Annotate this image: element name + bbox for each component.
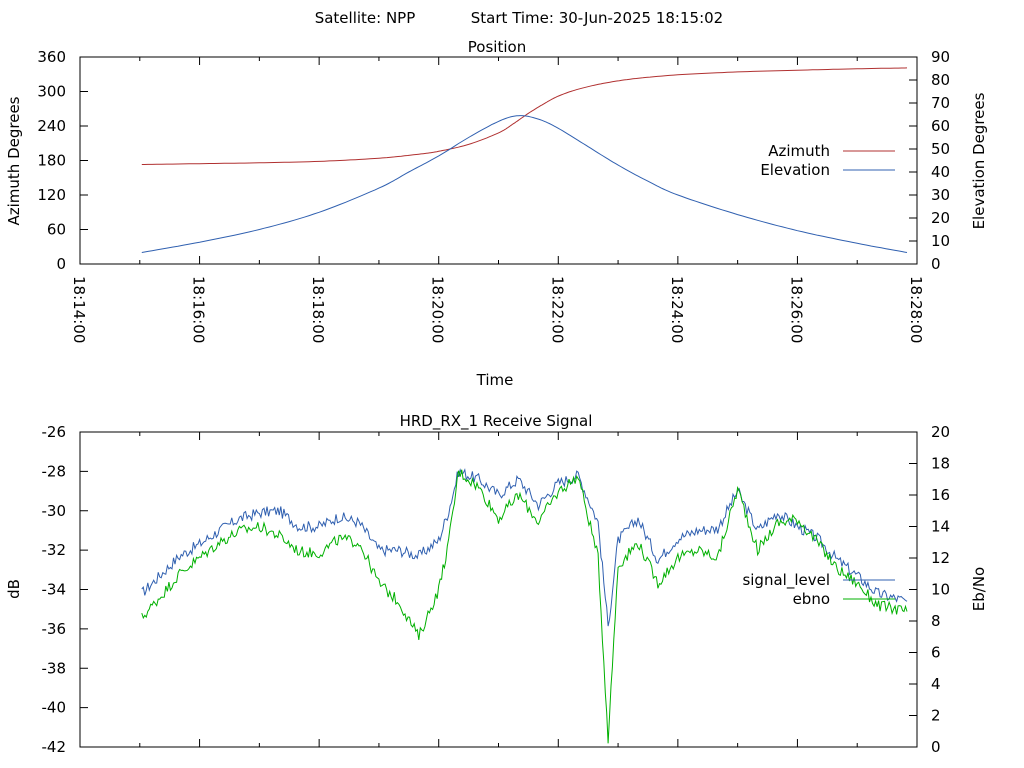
position-y-tick-label: 120 xyxy=(37,186,66,204)
satellite-label: Satellite: NPP xyxy=(315,9,416,27)
position-y2-tick-label: 70 xyxy=(931,94,950,112)
position-x-tick-label: 18:18:00 xyxy=(309,276,327,343)
position-y-tick-label: 180 xyxy=(37,152,66,170)
position-y2-label: Elevation Degrees xyxy=(970,92,988,229)
position-x-tick-label: 18:22:00 xyxy=(548,276,566,343)
position-y2-tick-label: 60 xyxy=(931,117,950,135)
signal-y-tick-label: -42 xyxy=(42,738,67,756)
signal-y2-tick-label: 12 xyxy=(931,549,950,567)
legend-label-ebno: ebno xyxy=(793,590,830,608)
signal-y2-tick-label: 4 xyxy=(931,675,941,693)
position-x-tick-label: 18:28:00 xyxy=(907,276,925,343)
position-series-azimuth xyxy=(141,67,908,165)
signal-y-tick-label: -26 xyxy=(42,423,67,441)
position-y2-tick-label: 10 xyxy=(931,232,950,250)
signal-y2-tick-label: 8 xyxy=(931,612,941,630)
signal-y2-label: Eb/No xyxy=(970,567,988,611)
signal-y-tick-label: -36 xyxy=(42,620,67,638)
position-y-tick-label: 360 xyxy=(37,48,66,66)
signal-y2-tick-label: 6 xyxy=(931,644,941,662)
signal-series-ebno xyxy=(141,469,908,744)
position-axes: 18:14:00 18:16:00 18:18:00 18:20:00 18:22:00… xyxy=(37,48,950,343)
signal-chart-title: HRD_RX_1 Receive Signal xyxy=(400,412,593,431)
legend-label-elevation: Elevation xyxy=(760,161,830,179)
start-time-label: Start Time: 30-Jun-2025 18:15:02 xyxy=(471,9,723,27)
position-x-tick-label: 18:16:00 xyxy=(190,276,208,343)
signal-y-tick-label: -32 xyxy=(42,541,67,559)
position-y-tick-label: 240 xyxy=(37,117,66,135)
signal-y-tick-label: -38 xyxy=(42,659,67,677)
signal-y2-tick-label: 20 xyxy=(931,423,950,441)
signal-y2-tick-label: 14 xyxy=(931,518,950,536)
signal-legend: signal_level ebno xyxy=(742,571,895,608)
signal-y-tick-label: -30 xyxy=(42,502,67,520)
signal-y2-tick-label: 18 xyxy=(931,455,950,473)
position-chart: Position 18:14:00 18:16:00 18:18:00 18:20:0… xyxy=(5,38,988,389)
position-y-label: Azimuth Degrees xyxy=(5,96,23,225)
position-y2-tick-label: 0 xyxy=(931,255,941,273)
position-y2-tick-label: 40 xyxy=(931,163,950,181)
position-x-label: Time xyxy=(476,371,514,389)
signal-plot-frame xyxy=(79,431,918,748)
position-y-tick-label: 60 xyxy=(47,221,66,239)
position-legend: Azimuth Elevation xyxy=(760,142,895,179)
position-series xyxy=(141,67,908,253)
position-y2-tick-label: 90 xyxy=(931,48,950,66)
signal-y2-tick-label: 10 xyxy=(931,581,950,599)
signal-series xyxy=(141,468,908,744)
signal-y-tick-label: -40 xyxy=(42,699,67,717)
signal-y-label: dB xyxy=(5,579,23,599)
position-y2-tick-label: 20 xyxy=(931,209,950,227)
signal-y-tick-label: -34 xyxy=(42,581,67,599)
position-series-elevation xyxy=(141,115,908,253)
legend-label-signal-level: signal_level xyxy=(742,571,830,590)
position-chart-title: Position xyxy=(468,38,526,56)
position-y-tick-label: 0 xyxy=(56,255,66,273)
signal-y2-tick-label: 0 xyxy=(931,738,941,756)
signal-series-signal-level xyxy=(141,468,908,627)
position-y2-tick-label: 30 xyxy=(931,186,950,204)
legend-label-azimuth: Azimuth xyxy=(768,142,830,160)
position-y2-tick-label: 50 xyxy=(931,140,950,158)
position-x-tick-label: 18:14:00 xyxy=(70,276,88,343)
position-x-tick-label: 18:26:00 xyxy=(787,276,805,343)
position-y-tick-label: 300 xyxy=(37,83,66,101)
signal-axes: -42 -40 -38 -36 -34 -32 -30 -28 -26 0 2 4 6 8 10 12 14 16… xyxy=(42,423,951,756)
position-y2-tick-label: 80 xyxy=(931,71,950,89)
signal-y2-tick-label: 16 xyxy=(931,486,950,504)
signal-y2-tick-label: 2 xyxy=(931,707,941,725)
position-x-tick-label: 18:20:00 xyxy=(429,276,447,343)
position-x-tick-label: 18:24:00 xyxy=(668,276,686,343)
signal-y-tick-label: -28 xyxy=(42,462,67,480)
signal-chart: HRD_RX_1 Receive Signal -42-40-38-36-34-… xyxy=(5,412,988,756)
